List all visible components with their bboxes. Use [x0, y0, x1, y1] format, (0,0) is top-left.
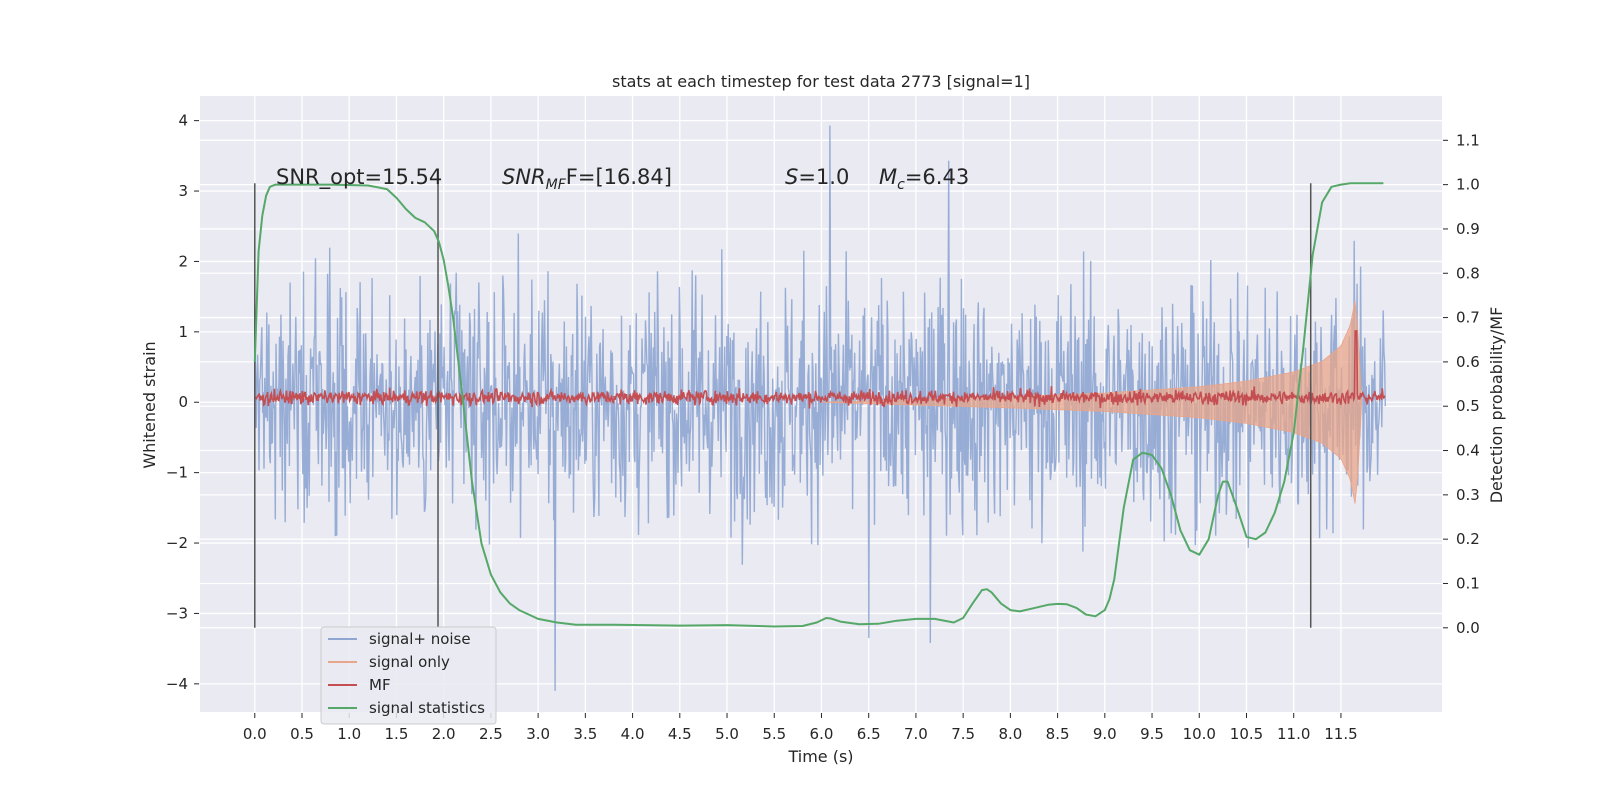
x-tick-label: 4.5	[668, 725, 692, 743]
x-tick-label: 8.0	[998, 725, 1022, 743]
x-tick-label: 8.5	[1046, 725, 1070, 743]
y-right-tick-label: 1.0	[1456, 176, 1480, 194]
x-tick-label: 10.0	[1183, 725, 1216, 743]
y-right-tick-label: 0.0	[1456, 619, 1480, 637]
y-right-tick-label: 0.9	[1456, 220, 1480, 238]
y-right-tick-label: 0.4	[1456, 442, 1480, 460]
x-tick-label: 7.5	[951, 725, 975, 743]
x-tick-label: 1.0	[337, 725, 361, 743]
x-tick-label: 6.5	[857, 725, 881, 743]
x-tick-label: 5.5	[762, 725, 786, 743]
y-tick-label: −2	[166, 534, 188, 552]
x-tick-label: 3.0	[526, 725, 550, 743]
legend-label-mf: MF	[369, 676, 391, 694]
y-tick-label: 0	[178, 393, 188, 411]
y-right-tick-label: 0.2	[1456, 530, 1480, 548]
y-axis-right-label: Detection probability/MF	[1487, 307, 1506, 504]
x-tick-label: 6.0	[810, 725, 834, 743]
x-tick-label: 4.0	[621, 725, 645, 743]
x-tick-label: 11.5	[1324, 725, 1357, 743]
legend-label-signal-only: signal only	[369, 653, 450, 671]
annotation-snr-opt: SNR_opt=15.54	[276, 165, 442, 190]
annotation-snr-mf: SNRMFF=[16.84]	[502, 165, 672, 193]
ticks: 0.0 0.5 1.0 1.5 2.0 2.5 3.0 3.5 4.0 4.5 5.0 5.5 6.0 6…	[166, 112, 1480, 743]
annotation-mc: Mc=6.43	[879, 165, 969, 193]
y-tick-label: −3	[166, 604, 188, 622]
x-tick-label: 3.5	[573, 725, 597, 743]
y-tick-label: 2	[178, 252, 188, 270]
x-tick-label: 1.5	[385, 725, 409, 743]
legend: signal+ noise signal only MF signal stat…	[320, 626, 497, 725]
legend-label-signal-statistics: signal statistics	[369, 699, 485, 717]
x-tick-label: 10.5	[1230, 725, 1263, 743]
y-right-tick-label: 1.1	[1456, 131, 1480, 149]
y-right-tick-label: 0.7	[1456, 309, 1480, 327]
y-tick-label: −4	[166, 675, 188, 693]
y-tick-label: −1	[166, 464, 188, 482]
chart-title: stats at each timestep for test data 277…	[612, 72, 1030, 91]
y-tick-label: 1	[178, 323, 188, 341]
legend-box	[320, 626, 497, 725]
series-signal-noise-line	[254, 125, 1386, 691]
y-right-tick-label: 0.1	[1456, 574, 1480, 592]
y-axis-label: Whitened strain	[140, 341, 159, 468]
y-right-tick-label: 0.3	[1456, 486, 1480, 504]
series-mf-line	[254, 330, 1386, 409]
y-right-tick-label: 0.6	[1456, 353, 1480, 371]
x-tick-label: 9.0	[1093, 725, 1117, 743]
series-signal-statistics-line	[253, 182, 1384, 628]
x-axis-label: Time (s)	[787, 747, 853, 766]
x-tick-label: 0.5	[290, 725, 314, 743]
x-tick-label: 2.0	[432, 725, 456, 743]
x-tick-label: 5.0	[715, 725, 739, 743]
y-right-tick-label: 0.8	[1456, 264, 1480, 282]
x-tick-label: 7.0	[904, 725, 928, 743]
plot-area	[253, 125, 1386, 691]
y-tick-label: 4	[178, 112, 188, 130]
y-tick-label: 3	[178, 182, 188, 200]
x-tick-label: 11.0	[1277, 725, 1310, 743]
x-tick-label: 9.5	[1140, 725, 1164, 743]
x-tick-label: 0.0	[243, 725, 267, 743]
legend-label-signal-noise: signal+ noise	[369, 630, 471, 648]
x-tick-label: 2.5	[479, 725, 503, 743]
grid	[200, 96, 1442, 712]
annotation-s: S=1.0	[785, 165, 849, 189]
y-right-tick-label: 0.5	[1456, 397, 1480, 415]
